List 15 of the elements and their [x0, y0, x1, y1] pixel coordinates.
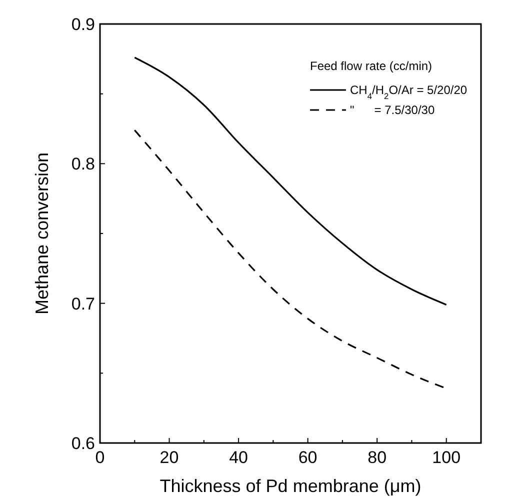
y-axis-title: Methane conversion [32, 152, 52, 315]
x-tick-label: 40 [229, 448, 248, 467]
y-tick-label: 0.9 [71, 15, 95, 34]
y-tick-label: 0.8 [71, 154, 95, 174]
x-tick-label: 20 [160, 448, 179, 467]
x-tick-label: 60 [298, 448, 318, 467]
x-tick-label: 0 [95, 448, 105, 467]
x-tick-label: 80 [368, 448, 387, 467]
legend-label: " = 7.5/30/30 [350, 103, 435, 117]
x-tick-label: 100 [432, 448, 461, 467]
x-axis-title: Thickness of Pd membrane (μm) [160, 476, 422, 496]
legend-label: CH$_{4}$/H$_{2}$O/Ar = 5/20/20 [350, 83, 468, 101]
legend-title: Feed flow rate (cc/min) [310, 59, 432, 73]
y-tick-label: 0.6 [71, 434, 95, 453]
y-tick-label: 0.7 [71, 294, 95, 314]
